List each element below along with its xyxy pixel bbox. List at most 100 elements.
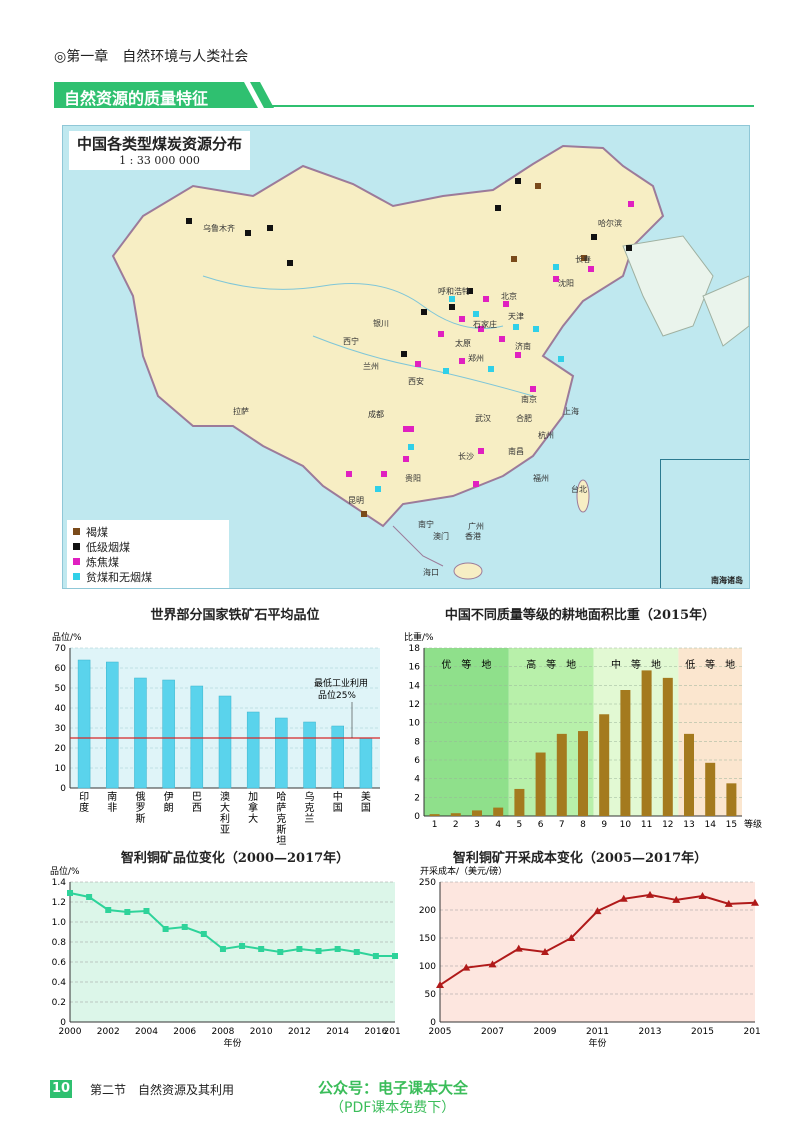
city-label: 天津 [508,312,524,321]
copper-cost-title: 智利铜矿开采成本变化（2005—2017年） [452,851,708,866]
category-label: 中 [333,790,343,803]
legend-item: 贫煤和无烟煤 [73,569,223,584]
coking-coal-swatch [73,558,80,565]
lignite-swatch [73,528,80,535]
annotation-text: 品位25% [318,689,356,701]
city-label: 太原 [455,339,471,348]
data-point [353,949,360,955]
city-label: 长春 [575,255,591,264]
city-label: 兰州 [363,362,379,371]
city-label: 台北 [571,485,587,494]
footer-section: 第二节 自然资源及其利用 [90,1083,235,1097]
data-point [436,981,444,989]
bar [578,731,588,816]
bar [641,670,652,816]
south-china-sea-inset: 南海诸岛 [660,459,749,588]
bar [303,721,316,789]
page-number: 10 [50,1080,72,1098]
chapter-heading: ◎第一章 自然环境与人类社会 [54,49,249,65]
data-point [724,899,733,907]
category-label: 俄 [135,791,145,803]
data-line [69,892,395,957]
city-label: 南京 [521,395,537,404]
city-label: 武汉 [475,414,491,423]
plot-background [440,882,755,1022]
x-tick-label: 2002 [97,1027,120,1037]
city-label: 沈阳 [558,279,574,288]
inset-label: 南海诸岛 [711,576,743,585]
x-tick-label: 2 [453,820,459,830]
iron-ore-chart: 010203040506070品位/%印度南非俄罗斯伊朗巴西澳大利亚加拿大哈萨克… [52,631,380,845]
x-tick-label: 2015 [691,1027,714,1037]
y-tick-label: 10 [409,719,421,729]
map-title-box: 中国各类型煤炭资源分布 1 : 33 000 000 [69,131,251,170]
y-tick-label: 0 [430,1018,436,1028]
y-tick-label: 150 [419,934,436,944]
x-tick-label: 11 [641,820,652,830]
y-tick-label: 50 [425,990,437,1000]
city-label: 上海 [563,407,579,416]
x-tick-label: 2006 [173,1027,196,1037]
x-tick-label: 2017 [384,1027,400,1037]
y-tick-label: 4 [414,775,420,785]
copper-grade-chart: 0 0.2 0.4 0.6 0.8 1.0 1.2 1.4品位/% 2000 2002 2004 20… [50,865,400,1049]
section-banner: 自然资源的质量特征 [54,82,754,108]
data-point [86,894,93,900]
category-label: 克 [305,802,315,814]
city-label: 广州 [468,522,484,531]
data-point [462,963,471,971]
city-label: 郑州 [468,354,484,363]
city-label: 澳门 [433,532,449,541]
category-label: 澳 [220,790,230,803]
bar [599,714,610,816]
city-label: 西宁 [343,337,359,346]
x-tick-label: 15 [726,820,737,830]
grade-band-label: 中 等 地 [611,658,661,671]
banner-shape [54,82,754,108]
category-label: 大 [220,801,230,814]
y-tick-label: 0 [414,812,420,822]
x-tick-label: 7 [559,820,565,830]
data-point [105,907,112,913]
category-label: 利 [220,813,230,825]
x-tick-label: 2005 [429,1027,452,1037]
bar [493,807,504,816]
y-axis-label: 开采成本/（美元/磅） [420,865,507,877]
category-label: 加 [248,791,258,803]
bar [77,659,91,789]
anthracite-swatch [73,573,80,580]
data-point [181,924,188,930]
legend-label: 低级烟煤 [86,540,130,554]
y-tick-label: 0.8 [52,938,67,948]
x-tick-label: 2017 [744,1027,760,1037]
category-label: 印 [79,791,89,803]
watermark-line1: 公众号：电子课本大全 [318,1079,469,1097]
city-label: 成都 [368,410,384,419]
data-point [67,890,73,896]
bar [620,690,631,816]
x-tick-label: 2007 [481,1027,504,1037]
data-point [392,953,398,959]
bar [359,737,373,789]
city-label: 北京 [501,292,517,301]
x-axis-label: 年份 [588,1037,606,1049]
y-tick-label: 100 [419,962,436,972]
x-tick-label: 2014 [326,1027,349,1037]
data-point [258,946,265,952]
y-tick-label: 1.4 [52,878,67,888]
grade-band-label: 低 等 地 [685,658,735,671]
city-label: 西安 [408,377,424,386]
x-tick-label: 14 [704,820,716,830]
data-point [619,894,628,902]
legend-item: 低级烟煤 [73,539,223,554]
city-label: 香港 [465,532,481,541]
plot-background [70,882,395,1022]
data-point [646,890,654,898]
data-point [219,946,226,952]
y-tick-label: 50 [55,684,67,694]
x-tick-label: 10 [620,820,632,830]
x-tick-label: 2000 [59,1027,82,1037]
data-point [162,926,169,932]
city-label: 南宁 [418,520,434,529]
